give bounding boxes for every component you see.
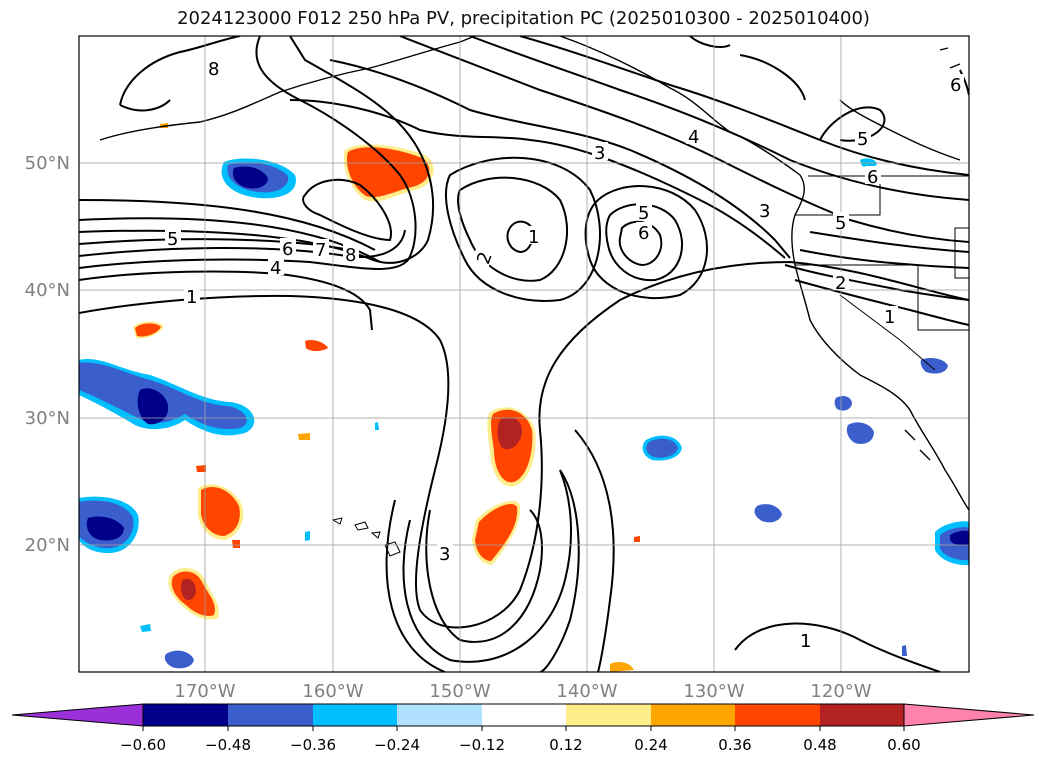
pv-contours <box>79 36 969 672</box>
contour-label: 3 <box>594 143 605 164</box>
lat-label-50n: 50°N <box>25 153 70 174</box>
colorbar-segment <box>397 704 482 726</box>
negative-precip-blobs <box>79 158 969 669</box>
contour-label: 4 <box>270 258 281 279</box>
lat-labels: 50°N 40°N 30°N 20°N <box>25 153 70 556</box>
colorbar: −0.60 −0.48 −0.36 −0.24 −0.12 0.12 0.24 … <box>11 703 1035 754</box>
coastlines <box>99 36 969 511</box>
contour-label: 6 <box>950 75 961 96</box>
colorbar-tick-label: −0.24 <box>374 736 420 754</box>
colorbar-tick-label: 0.24 <box>634 736 667 754</box>
contour-label: 4 <box>688 127 699 148</box>
lon-labels: 170°W 160°W 150°W 140°W 130°W 120°W <box>174 681 871 702</box>
colorbar-tick-label: −0.36 <box>290 736 336 754</box>
contour-label: 5 <box>638 203 649 224</box>
map-frame <box>78 35 970 673</box>
contour-labels: 1 2 3 4 5 6 7 8 1 5 6 <box>165 58 964 652</box>
colorbar-segment <box>566 704 651 726</box>
contour-label: 1 <box>528 227 539 248</box>
lon-label-160w: 160°W <box>302 681 363 702</box>
colorbar-segment <box>228 704 313 726</box>
lat-label-20n: 20°N <box>25 535 70 556</box>
colorbar-segment <box>820 704 904 726</box>
figure-title: 2024123000 F012 250 hPa PV, precipitatio… <box>177 8 870 29</box>
contour-label: 8 <box>345 245 356 266</box>
lon-label-130w: 130°W <box>683 681 744 702</box>
contour-label: 1 <box>884 307 895 328</box>
colorbar-tick-label: −0.48 <box>205 736 251 754</box>
grid-lines <box>79 36 969 672</box>
colorbar-frame <box>142 703 905 727</box>
colorbar-segment <box>313 704 397 726</box>
colorbar-tick-label: 0.36 <box>718 736 751 754</box>
contour-label: 5 <box>857 129 868 150</box>
contour-label: 8 <box>208 59 219 80</box>
colorbar-tick-label: −0.12 <box>459 736 505 754</box>
colorbar-segment <box>735 704 820 726</box>
colorbar-tick-label: 0.48 <box>803 736 836 754</box>
contour-label: 5 <box>835 213 846 234</box>
colorbar-tick-label: 0.60 <box>887 736 920 754</box>
colorbar-segment <box>651 704 735 726</box>
colorbar-extend-low <box>11 703 144 727</box>
contour-label: 3 <box>759 201 770 222</box>
contour-label: 7 <box>315 240 326 261</box>
colorbar-segment <box>143 704 228 726</box>
lat-label-30n: 30°N <box>25 408 70 429</box>
lat-label-40n: 40°N <box>25 280 70 301</box>
lon-label-120w: 120°W <box>810 681 871 702</box>
contour-label: 1 <box>800 631 811 652</box>
lon-label-150w: 150°W <box>429 681 490 702</box>
colorbar-extend-high <box>903 703 1035 727</box>
contour-label: 6 <box>867 167 878 188</box>
contour-label: 5 <box>167 229 178 250</box>
lon-label-170w: 170°W <box>174 681 235 702</box>
lon-label-140w: 140°W <box>556 681 617 702</box>
islands <box>331 517 401 557</box>
colorbar-segment <box>482 704 566 726</box>
contour-label: 6 <box>638 223 649 244</box>
contour-label: 1 <box>186 287 197 308</box>
colorbar-tick-label: −0.60 <box>120 736 166 754</box>
contour-label: 2 <box>835 273 846 294</box>
contour-label: 3 <box>439 544 450 565</box>
colorbar-tick-label: 0.12 <box>549 736 582 754</box>
contour-label: 6 <box>282 239 293 260</box>
positive-precip-blobs <box>133 123 640 672</box>
